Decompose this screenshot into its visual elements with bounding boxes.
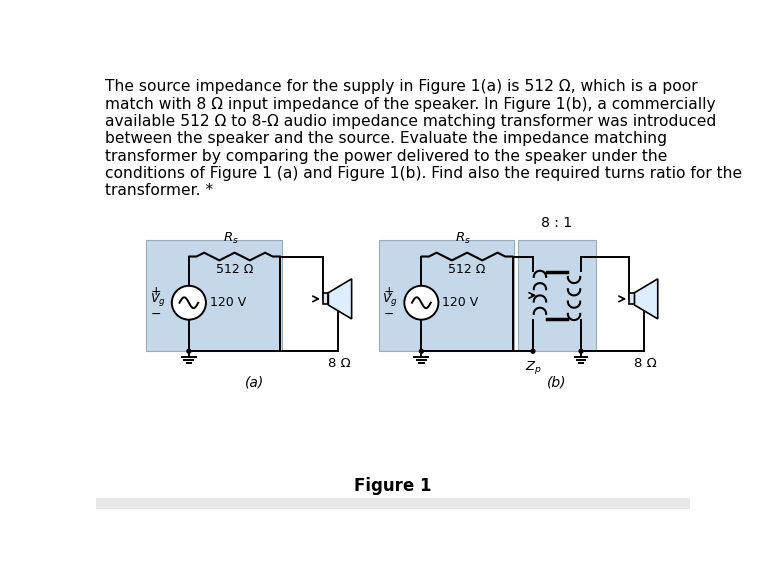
Bar bbox=[379, 240, 515, 351]
Text: transformer by comparing the power delivered to the speaker under the: transformer by comparing the power deliv… bbox=[105, 149, 667, 164]
Text: match with 8 Ω input impedance of the speaker. In Figure 1(b), a commercially: match with 8 Ω input impedance of the sp… bbox=[105, 97, 716, 112]
Bar bbox=[323, 293, 328, 304]
Bar bbox=[518, 240, 596, 351]
Polygon shape bbox=[328, 279, 351, 319]
Text: $R_s$: $R_s$ bbox=[222, 231, 239, 246]
Circle shape bbox=[172, 286, 206, 320]
Text: 120 V: 120 V bbox=[443, 296, 479, 309]
Text: 8 Ω: 8 Ω bbox=[328, 358, 351, 371]
Text: $Z_p$: $Z_p$ bbox=[525, 359, 542, 376]
Bar bbox=[629, 293, 634, 304]
Text: The source impedance for the supply in Figure 1(a) is 512 Ω, which is a poor: The source impedance for the supply in F… bbox=[105, 80, 698, 94]
Text: $V_g$: $V_g$ bbox=[383, 291, 398, 308]
Text: available 512 Ω to 8-Ω audio impedance matching transformer was introduced: available 512 Ω to 8-Ω audio impedance m… bbox=[105, 114, 716, 129]
Text: $R_s$: $R_s$ bbox=[456, 231, 471, 246]
Circle shape bbox=[579, 349, 583, 353]
Text: 512 Ω: 512 Ω bbox=[216, 264, 253, 276]
Text: +: + bbox=[151, 285, 162, 297]
Text: between the speaker and the source. Evaluate the impedance matching: between the speaker and the source. Eval… bbox=[105, 132, 667, 146]
Circle shape bbox=[187, 349, 191, 353]
Text: 8 Ω: 8 Ω bbox=[634, 358, 657, 371]
Text: −: − bbox=[151, 308, 162, 321]
Text: 8 : 1: 8 : 1 bbox=[542, 216, 572, 231]
Circle shape bbox=[404, 286, 439, 320]
Text: 120 V: 120 V bbox=[210, 296, 246, 309]
Text: (b): (b) bbox=[547, 376, 567, 390]
Text: +: + bbox=[384, 285, 394, 297]
Circle shape bbox=[420, 349, 423, 353]
Text: −: − bbox=[384, 308, 394, 321]
Text: Figure 1: Figure 1 bbox=[354, 476, 432, 495]
Bar bbox=[96, 498, 690, 509]
Circle shape bbox=[531, 349, 535, 353]
Text: (a): (a) bbox=[245, 376, 265, 390]
Bar bbox=[146, 240, 282, 351]
Text: conditions of Figure 1 (a) and Figure 1(b). Find also the required turns ratio f: conditions of Figure 1 (a) and Figure 1(… bbox=[105, 166, 742, 181]
Text: transformer. *: transformer. * bbox=[105, 184, 213, 198]
Text: $V_g$: $V_g$ bbox=[150, 291, 166, 308]
Polygon shape bbox=[634, 279, 658, 319]
Text: 512 Ω: 512 Ω bbox=[449, 264, 486, 276]
